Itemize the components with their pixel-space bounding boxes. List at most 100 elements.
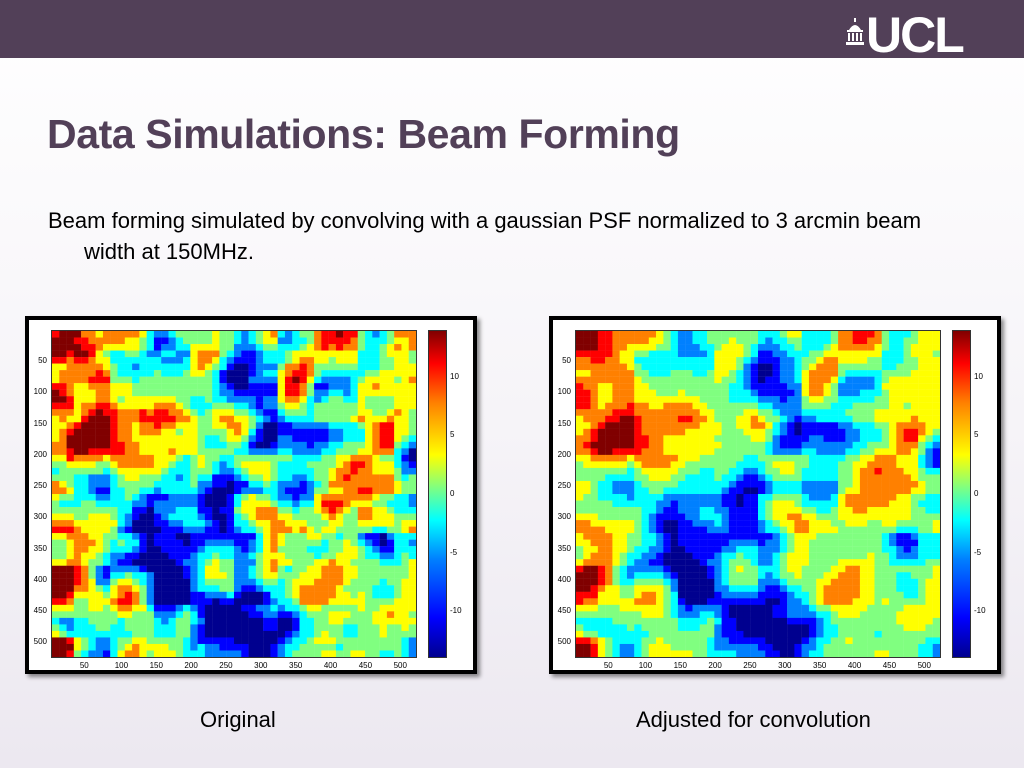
heatmap-cell bbox=[372, 441, 380, 449]
heatmap-cell bbox=[823, 494, 831, 501]
heatmap-cell bbox=[619, 422, 628, 429]
heatmap-cell bbox=[590, 357, 599, 364]
heatmap-cell bbox=[306, 526, 315, 534]
heatmap-cell bbox=[408, 624, 416, 632]
heatmap-cell bbox=[343, 376, 351, 384]
heatmap-cell bbox=[299, 467, 307, 475]
heatmap-cell bbox=[66, 533, 75, 540]
heatmap-cell bbox=[234, 624, 242, 632]
heatmap-cell bbox=[234, 396, 242, 403]
heatmap-cell bbox=[66, 435, 75, 443]
heatmap-cell bbox=[190, 578, 198, 586]
heatmap-cell bbox=[634, 630, 642, 638]
heatmap-cell bbox=[634, 507, 642, 514]
heatmap-cell bbox=[692, 500, 700, 508]
heatmap-cell bbox=[95, 357, 104, 364]
heatmap-cell bbox=[772, 441, 781, 449]
heatmap-cell bbox=[204, 415, 213, 423]
heatmap-cell bbox=[845, 350, 853, 358]
heatmap-cell bbox=[750, 350, 759, 358]
heatmap-cell bbox=[721, 376, 730, 384]
heatmap-cell bbox=[146, 539, 155, 547]
heatmap-cell bbox=[721, 591, 730, 599]
heatmap-cell bbox=[292, 331, 300, 338]
heatmap-cell bbox=[95, 520, 104, 527]
heatmap-cell bbox=[234, 331, 242, 338]
heatmap-cell bbox=[597, 598, 606, 606]
heatmap-cell bbox=[248, 637, 257, 645]
heatmap-cell bbox=[619, 435, 628, 443]
heatmap-cell bbox=[197, 552, 206, 560]
heatmap-cell bbox=[335, 630, 344, 638]
heatmap-cell bbox=[110, 637, 118, 645]
heatmap-cell bbox=[714, 533, 722, 540]
heatmap-cell bbox=[830, 487, 839, 495]
heatmap-cell bbox=[605, 428, 613, 436]
heatmap-cell bbox=[750, 578, 759, 586]
heatmap-cell bbox=[335, 500, 344, 508]
heatmap-cell bbox=[874, 643, 882, 651]
heatmap-cell bbox=[590, 448, 599, 456]
heatmap-cell bbox=[859, 350, 868, 358]
heatmap-cell bbox=[634, 376, 642, 384]
heatmap-cell bbox=[925, 578, 933, 586]
heatmap-cell bbox=[343, 487, 351, 495]
heatmap-cell bbox=[925, 533, 933, 540]
x-tick-label: 450 bbox=[358, 661, 373, 670]
heatmap-cell bbox=[597, 389, 606, 397]
heatmap-cell bbox=[248, 350, 257, 358]
heatmap-cell bbox=[219, 344, 227, 351]
heatmap-cell bbox=[102, 533, 111, 540]
heatmap-cell bbox=[787, 467, 795, 475]
heatmap-cell bbox=[59, 435, 67, 443]
heatmap-cell bbox=[204, 533, 213, 540]
heatmap-cell bbox=[350, 604, 358, 612]
heatmap-cell bbox=[779, 480, 788, 488]
heatmap-cell bbox=[648, 617, 657, 625]
heatmap-cell bbox=[830, 500, 839, 508]
heatmap-cell bbox=[619, 539, 628, 547]
heatmap-cell bbox=[910, 539, 919, 547]
heatmap-cell bbox=[263, 350, 271, 358]
heatmap-cell bbox=[830, 350, 839, 358]
heatmap-cell bbox=[932, 611, 940, 619]
heatmap-cell bbox=[350, 363, 358, 371]
heatmap-cell bbox=[772, 383, 781, 390]
heatmap-cell bbox=[619, 637, 628, 645]
heatmap-cell bbox=[910, 344, 919, 351]
heatmap-cell bbox=[583, 344, 591, 351]
heatmap-cell bbox=[779, 578, 788, 586]
heatmap-cell bbox=[204, 448, 213, 456]
heatmap-cell bbox=[867, 637, 875, 645]
heatmap-cell bbox=[139, 500, 147, 508]
heatmap-cell bbox=[306, 520, 315, 527]
heatmap-cell bbox=[750, 487, 759, 495]
heatmap-cell bbox=[328, 500, 337, 508]
heatmap-cell bbox=[95, 363, 104, 371]
heatmap-cell bbox=[284, 650, 293, 657]
heatmap-cell bbox=[241, 370, 249, 377]
logo-text: UCL bbox=[866, 7, 965, 63]
heatmap-cell bbox=[903, 350, 912, 358]
heatmap-cell bbox=[867, 337, 875, 345]
heatmap-cell bbox=[204, 344, 213, 351]
heatmap-cell bbox=[124, 337, 133, 345]
heatmap-cell bbox=[932, 402, 940, 410]
heatmap-cell bbox=[743, 402, 751, 410]
heatmap-cell bbox=[66, 474, 75, 482]
heatmap-cell bbox=[372, 396, 380, 403]
heatmap-cell bbox=[401, 624, 409, 632]
heatmap-cell bbox=[758, 630, 766, 638]
heatmap-cell bbox=[823, 611, 831, 619]
heatmap-cell bbox=[408, 604, 416, 612]
heatmap-cell bbox=[102, 526, 111, 534]
heatmap-cell bbox=[139, 650, 147, 657]
heatmap-cell bbox=[728, 604, 737, 612]
heatmap-cell bbox=[321, 507, 329, 514]
heatmap-cell bbox=[903, 624, 912, 632]
heatmap-cell bbox=[626, 402, 635, 410]
heatmap-cell bbox=[612, 624, 620, 632]
heatmap-cell bbox=[73, 643, 82, 651]
heatmap-cell bbox=[685, 591, 693, 599]
heatmap-cell bbox=[612, 650, 620, 657]
